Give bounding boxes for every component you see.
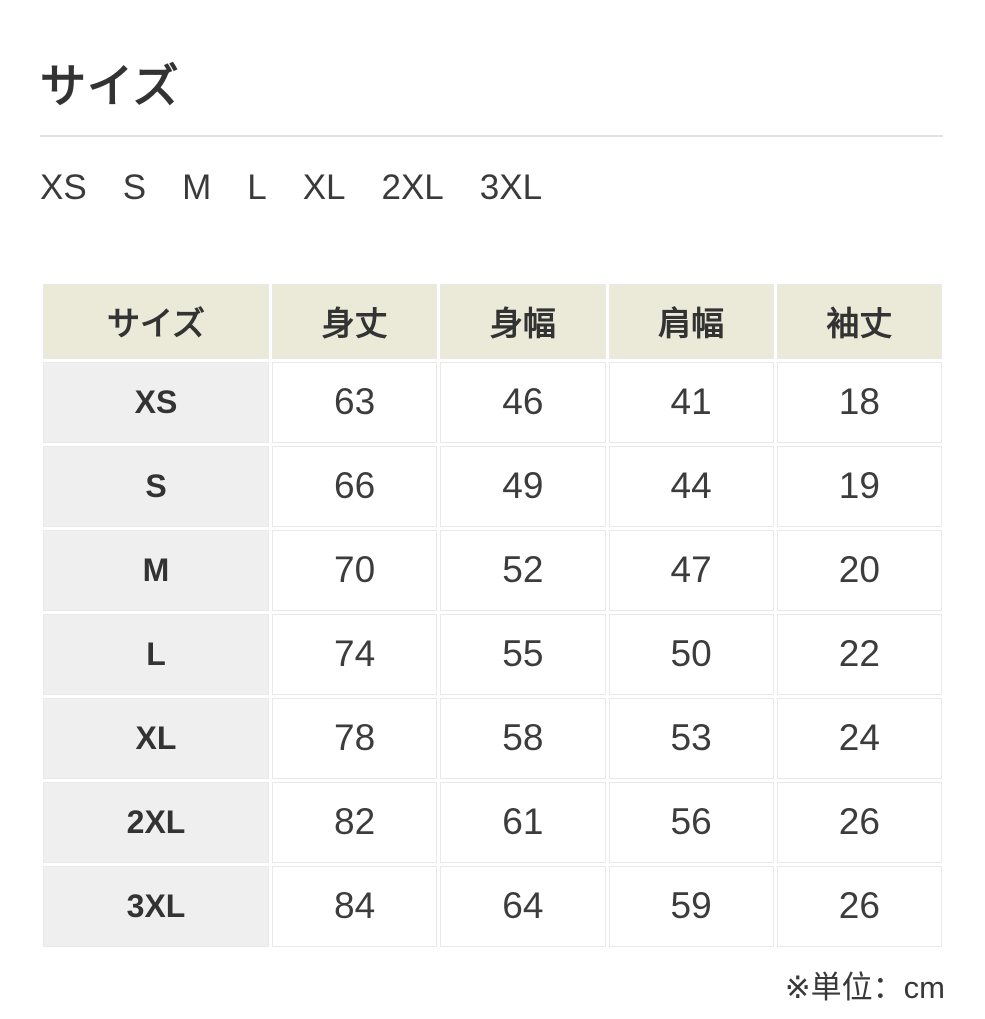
measurement-cell: 20: [776, 529, 942, 611]
measurement-cell: 63: [272, 361, 438, 443]
measurement-cell: 26: [776, 781, 942, 863]
size-options-list: XS S M L XL 2XL 3XL: [40, 167, 945, 209]
measurement-cell: 19: [776, 445, 942, 527]
measurement-cell: 41: [608, 361, 774, 443]
table-row-3xl: 3XL 84 64 59 26: [43, 865, 942, 947]
size-table-body: XS 63 46 41 18 S 66 49 44 19 M 70 52: [43, 361, 942, 947]
row-size-label: M: [43, 529, 269, 611]
row-size-label: XS: [43, 361, 269, 443]
measurement-cell: 82: [272, 781, 438, 863]
row-size-label: L: [43, 613, 269, 695]
measurement-cell: 78: [272, 697, 438, 779]
measurement-cell: 26: [776, 865, 942, 947]
measurement-cell: 59: [608, 865, 774, 947]
row-size-label: S: [43, 445, 269, 527]
measurement-cell: 49: [440, 445, 606, 527]
size-table-wrap: サイズ 身丈 身幅 肩幅 袖丈 XS 63 46 41 18 S 66: [40, 281, 945, 950]
size-chart-section: サイズ XS S M L XL 2XL 3XL サイズ 身丈 身幅 肩幅 袖丈: [0, 60, 985, 1007]
row-size-label: 3XL: [43, 865, 269, 947]
measurement-cell: 46: [440, 361, 606, 443]
table-row-xl: XL 78 58 53 24: [43, 697, 942, 779]
measurement-cell: 22: [776, 613, 942, 695]
title-divider: [40, 134, 943, 137]
measurement-cell: 66: [272, 445, 438, 527]
measurement-cell: 44: [608, 445, 774, 527]
size-option-m[interactable]: M: [182, 167, 212, 207]
measurement-cell: 70: [272, 529, 438, 611]
size-table-header: サイズ 身丈 身幅 肩幅 袖丈: [43, 283, 942, 359]
measurement-cell: 18: [776, 361, 942, 443]
header-row: サイズ 身丈 身幅 肩幅 袖丈: [43, 283, 942, 359]
measurement-cell: 53: [608, 697, 774, 779]
measurement-cell: 61: [440, 781, 606, 863]
column-header-sleeve-length: 袖丈: [776, 283, 942, 359]
size-option-xl[interactable]: XL: [302, 167, 346, 207]
measurement-cell: 74: [272, 613, 438, 695]
measurement-cell: 50: [608, 613, 774, 695]
table-row-s: S 66 49 44 19: [43, 445, 942, 527]
size-option-s[interactable]: S: [122, 167, 147, 207]
unit-note: ※単位：cm: [784, 969, 945, 1005]
column-header-body-length: 身丈: [272, 283, 438, 359]
size-option-3xl[interactable]: 3XL: [479, 167, 543, 207]
measurement-cell: 64: [440, 865, 606, 947]
table-row-2xl: 2XL 82 61 56 26: [43, 781, 942, 863]
size-option-xs[interactable]: XS: [40, 167, 87, 207]
size-table: サイズ 身丈 身幅 肩幅 袖丈 XS 63 46 41 18 S 66: [40, 281, 945, 950]
column-header-shoulder-width: 肩幅: [608, 283, 774, 359]
column-header-body-width: 身幅: [440, 283, 606, 359]
row-size-label: XL: [43, 697, 269, 779]
table-row-l: L 74 55 50 22: [43, 613, 942, 695]
measurement-cell: 58: [440, 697, 606, 779]
measurement-cell: 24: [776, 697, 942, 779]
row-size-label: 2XL: [43, 781, 269, 863]
measurement-cell: 47: [608, 529, 774, 611]
size-option-l[interactable]: L: [247, 167, 267, 207]
measurement-cell: 56: [608, 781, 774, 863]
measurement-cell: 52: [440, 529, 606, 611]
size-option-2xl[interactable]: 2XL: [381, 167, 444, 207]
table-row-xs: XS 63 46 41 18: [43, 361, 942, 443]
measurement-cell: 55: [440, 613, 606, 695]
page-title: サイズ: [40, 60, 180, 112]
measurement-cell: 84: [272, 865, 438, 947]
table-row-m: M 70 52 47 20: [43, 529, 942, 611]
column-header-size: サイズ: [43, 283, 269, 359]
